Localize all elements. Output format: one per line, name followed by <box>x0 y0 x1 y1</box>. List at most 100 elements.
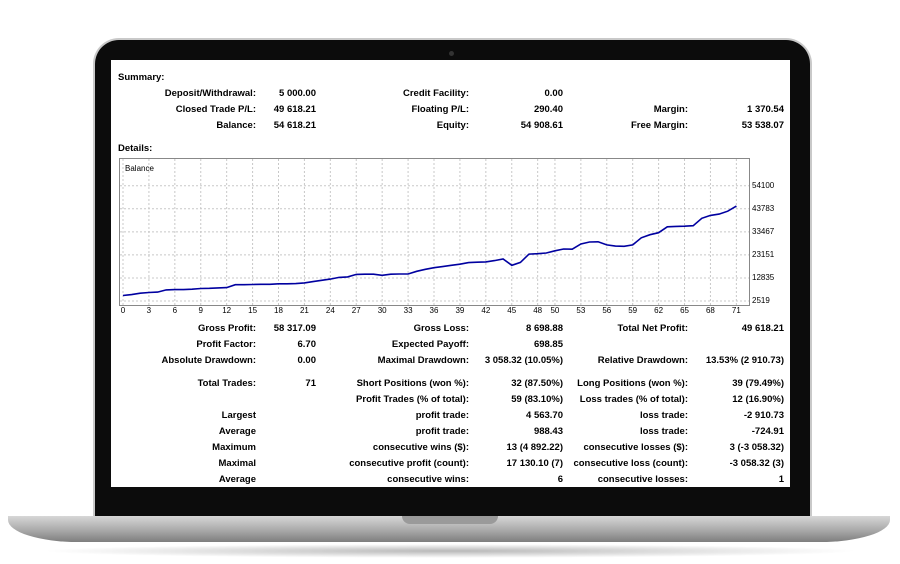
average-label: Average <box>218 426 256 437</box>
profit-factor-label: Profit Factor: <box>196 339 256 350</box>
average-profit-label: profit trade: <box>415 426 469 437</box>
max-drawdown-label: Maximal Drawdown: <box>377 355 469 366</box>
y-tick-label: 12835 <box>752 272 775 282</box>
profit-trades-label: Profit Trades (% of total): <box>356 394 469 405</box>
camera-icon <box>449 51 454 56</box>
profit-factor-value: 6.70 <box>297 339 317 350</box>
max-cons-losses-label: consecutive losses ($): <box>583 442 688 453</box>
maximal-cons-profit-label: consecutive profit (count): <box>349 458 469 469</box>
balance-chart-svg <box>120 159 749 305</box>
largest-loss-value: -2 910.73 <box>743 410 784 421</box>
balance-series-line <box>122 205 737 297</box>
credit-value: 0.00 <box>544 88 564 99</box>
credit-label: Credit Facility: <box>403 88 469 99</box>
largest-profit-label: profit trade: <box>415 410 469 421</box>
profit-trades-value: 59 (83.10%) <box>511 394 563 405</box>
x-tick-label: 42 <box>481 306 491 315</box>
y-tick-label: 33467 <box>752 226 775 236</box>
free-margin-label: Free Margin: <box>630 120 688 131</box>
x-tick-label: 65 <box>680 306 689 315</box>
x-tick-label: 59 <box>628 306 638 315</box>
gross-loss-label: Gross Loss: <box>413 323 469 334</box>
average-consecutive-label: Average <box>218 474 256 485</box>
deposit-value: 5 000.00 <box>279 88 316 99</box>
closed-pl-value: 49 618.21 <box>273 104 316 115</box>
abs-drawdown-label: Absolute Drawdown: <box>161 355 256 366</box>
y-tick-label: 2519 <box>752 296 770 305</box>
x-tick-label: 21 <box>299 306 309 315</box>
short-positions-value: 32 (87.50%) <box>511 378 563 389</box>
abs-drawdown-value: 0.00 <box>297 355 317 366</box>
laptop-notch <box>402 516 498 524</box>
largest-loss-label: loss trade: <box>639 410 688 421</box>
free-margin-value: 53 538.07 <box>741 120 784 131</box>
x-tick-label: 56 <box>602 306 612 315</box>
rel-drawdown-value: 13.53% (2 910.73) <box>705 355 784 366</box>
laptop-shadow <box>40 544 860 558</box>
balance-chart <box>119 158 750 306</box>
max-cons-wins-value: 13 (4 892.22) <box>506 442 563 453</box>
gross-profit-value: 58 317.09 <box>273 323 316 334</box>
x-tick-label: 36 <box>429 306 439 315</box>
x-tick-label: 6 <box>172 306 178 315</box>
y-tick-label: 54100 <box>752 180 775 190</box>
net-profit-label: Total Net Profit: <box>617 323 688 334</box>
x-tick-label: 18 <box>274 306 283 315</box>
x-tick-label: 50 <box>550 306 560 315</box>
details-heading: Details: <box>118 143 153 154</box>
x-tick-label: 39 <box>455 306 465 315</box>
floating-pl-value: 290.40 <box>533 104 563 115</box>
maximal-label: Maximal <box>218 458 257 469</box>
total-trades-value: 71 <box>305 378 316 389</box>
x-tick-label: 12 <box>222 306 232 315</box>
average-loss-label: loss trade: <box>639 426 688 437</box>
long-positions-label: Long Positions (won %): <box>577 378 688 389</box>
maximum-label: Maximum <box>212 442 256 453</box>
x-tick-label: 24 <box>325 306 335 315</box>
equity-value: 54 908.61 <box>520 120 563 131</box>
x-tick-label: 68 <box>705 306 715 315</box>
summary-heading: Summary: <box>118 72 165 83</box>
maximal-cons-loss-value: -3 058.32 (3) <box>729 458 784 469</box>
expected-payoff-label: Expected Payoff: <box>391 339 469 350</box>
margin-label: Margin: <box>653 104 688 115</box>
gross-loss-value: 8 698.88 <box>526 323 563 334</box>
equity-label: Equity: <box>436 120 469 131</box>
y-tick-label: 23151 <box>752 249 775 259</box>
x-tick-label: 48 <box>533 306 543 315</box>
y-tick-label: 43783 <box>752 203 775 213</box>
net-profit-value: 49 618.21 <box>741 323 784 334</box>
largest-label: Largest <box>221 410 256 421</box>
x-tick-label: 15 <box>248 306 258 315</box>
long-positions-value: 39 (79.49%) <box>732 378 784 389</box>
loss-trades-value: 12 (16.90%) <box>732 394 784 405</box>
margin-value: 1 370.54 <box>747 104 784 115</box>
maximal-cons-loss-label: consecutive loss (count): <box>573 458 688 469</box>
average-profit-value: 988.43 <box>533 426 563 437</box>
short-positions-label: Short Positions (won %): <box>356 378 469 389</box>
x-tick-label: 45 <box>507 306 517 315</box>
max-drawdown-value: 3 058.32 (10.05%) <box>484 355 563 366</box>
x-tick-label: 33 <box>403 306 413 315</box>
expected-payoff-value: 698.85 <box>533 339 563 350</box>
avg-cons-losses-value: 1 <box>778 474 784 485</box>
x-tick-label: 3 <box>146 306 152 315</box>
loss-trades-label: Loss trades (% of total): <box>579 394 688 405</box>
avg-cons-wins-value: 6 <box>557 474 563 485</box>
closed-pl-label: Closed Trade P/L: <box>175 104 256 115</box>
balance-value: 54 618.21 <box>273 120 316 131</box>
x-tick-label: 71 <box>731 306 741 315</box>
rel-drawdown-label: Relative Drawdown: <box>597 355 688 366</box>
avg-cons-losses-label: consecutive losses: <box>597 474 688 485</box>
max-cons-wins-label: consecutive wins ($): <box>372 442 469 453</box>
deposit-label: Deposit/Withdrawal: <box>164 88 256 99</box>
x-tick-label: 27 <box>351 306 361 315</box>
x-tick-label: 30 <box>377 306 387 315</box>
x-tick-label: 53 <box>576 306 586 315</box>
x-tick-label: 62 <box>654 306 664 315</box>
chart-title: Balance <box>125 164 154 173</box>
max-cons-losses-value: 3 (-3 058.32) <box>729 442 784 453</box>
x-tick-label: 9 <box>198 306 203 315</box>
average-loss-value: -724.91 <box>751 426 784 437</box>
gross-profit-label: Gross Profit: <box>197 323 256 334</box>
